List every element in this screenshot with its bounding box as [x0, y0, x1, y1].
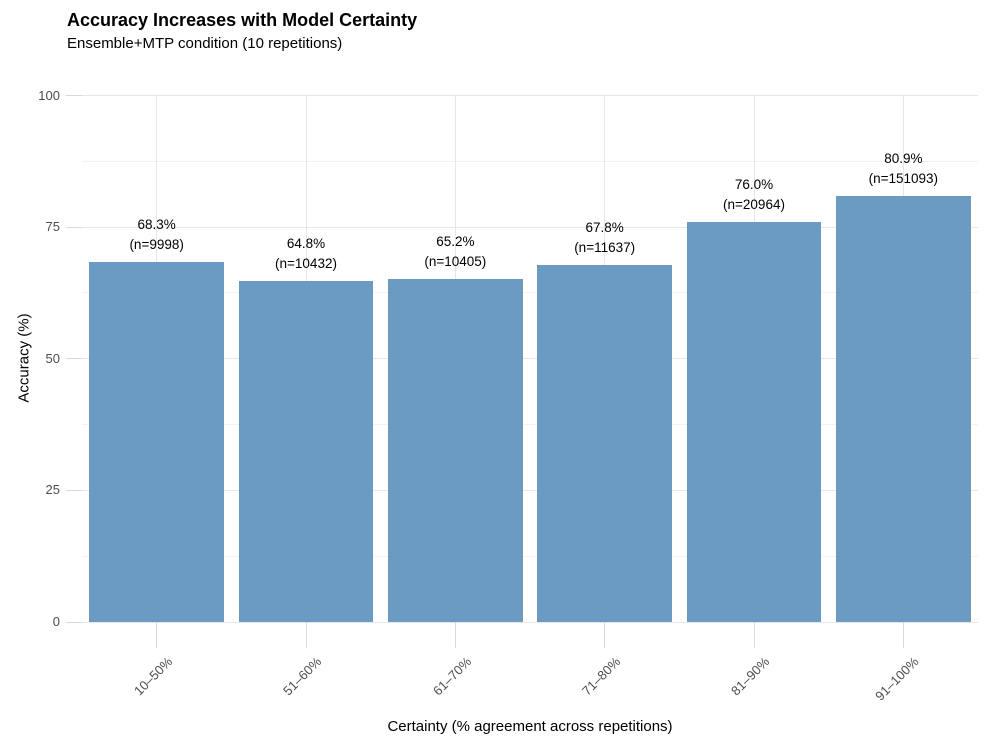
bar-count-label: (n=10405) — [424, 253, 487, 269]
bar-value-label: 68.3% — [137, 217, 176, 233]
x-tick-label: 10–50% — [130, 654, 176, 699]
bar-71–80% — [537, 265, 672, 622]
y-axis-title: Accuracy (%) — [15, 313, 33, 403]
bar-count-label: (n=11637) — [574, 240, 636, 256]
bar-label: 68.3% (n=9998) — [77, 215, 237, 255]
bar-label: 67.8% (n=11637) — [525, 218, 685, 258]
y-tick-label: 100 — [38, 87, 60, 103]
y-tick-label: 0 — [52, 614, 60, 629]
y-axis-tick — [66, 621, 82, 623]
x-tick-label: 61–70% — [429, 654, 474, 699]
gridline-major-horizontal — [82, 95, 978, 96]
x-axis-tick — [156, 622, 158, 648]
gridline-major-horizontal — [82, 621, 978, 623]
bar-label: 76.0% (n=20964) — [674, 175, 834, 215]
bar-count-label: (n=10432) — [275, 255, 337, 271]
chart-subtitle: Ensemble+MTP condition (10 repetitions) — [67, 35, 343, 52]
x-axis-tick — [604, 622, 606, 648]
x-tick-label: 51–60% — [280, 654, 325, 699]
x-axis-tick — [753, 622, 755, 648]
bar-51–60% — [238, 280, 374, 622]
bar-count-label: (n=151093) — [868, 171, 939, 187]
x-axis-tick — [305, 622, 307, 648]
gridline-minor-horizontal — [82, 292, 978, 294]
x-axis-tick — [902, 622, 904, 648]
bar-value-label: 65.2% — [436, 233, 475, 249]
y-axis-tick — [66, 226, 82, 228]
bar-label: 80.9% (n=151093) — [823, 149, 983, 189]
x-tick-label: 91–100% — [872, 654, 922, 704]
y-axis-tick — [66, 489, 82, 491]
gridline-minor-horizontal — [82, 424, 978, 426]
x-tick-label: 81–90% — [728, 654, 773, 699]
bar-10–50% — [89, 262, 224, 622]
chart-title: Accuracy Increases with Model Certainty — [67, 10, 418, 30]
y-axis-tick — [66, 358, 82, 360]
bar-label: 65.2% (n=10405) — [375, 232, 535, 272]
gridline-minor-horizontal — [82, 555, 978, 557]
gridline-minor-horizontal — [82, 160, 978, 162]
bar-value-label: 67.8% — [585, 220, 624, 236]
gridline-major-horizontal — [82, 358, 978, 360]
y-tick-label: 50 — [45, 350, 60, 366]
y-tick-label: 75 — [45, 219, 60, 235]
bar-value-label: 80.9% — [884, 151, 923, 167]
bar-label: 64.8% (n=10432) — [226, 234, 386, 274]
bar-81–90% — [686, 221, 822, 622]
bar-value-label: 64.8% — [286, 235, 326, 251]
bar-91–100% — [836, 196, 971, 622]
y-axis-tick — [66, 95, 82, 96]
y-tick-label: 25 — [45, 482, 60, 498]
bar-count-label: (n=20964) — [723, 196, 785, 212]
bar-count-label: (n=9998) — [129, 237, 184, 253]
x-tick-label: 71–80% — [578, 654, 624, 699]
gridline-major-horizontal — [82, 226, 978, 228]
bar-value-label: 76.0% — [734, 176, 774, 192]
x-axis-tick — [454, 622, 456, 648]
x-axis-title: Certainty (% agreement across repetition… — [387, 718, 673, 735]
gridline-major-horizontal — [82, 489, 978, 491]
bar-61–70% — [388, 278, 523, 622]
